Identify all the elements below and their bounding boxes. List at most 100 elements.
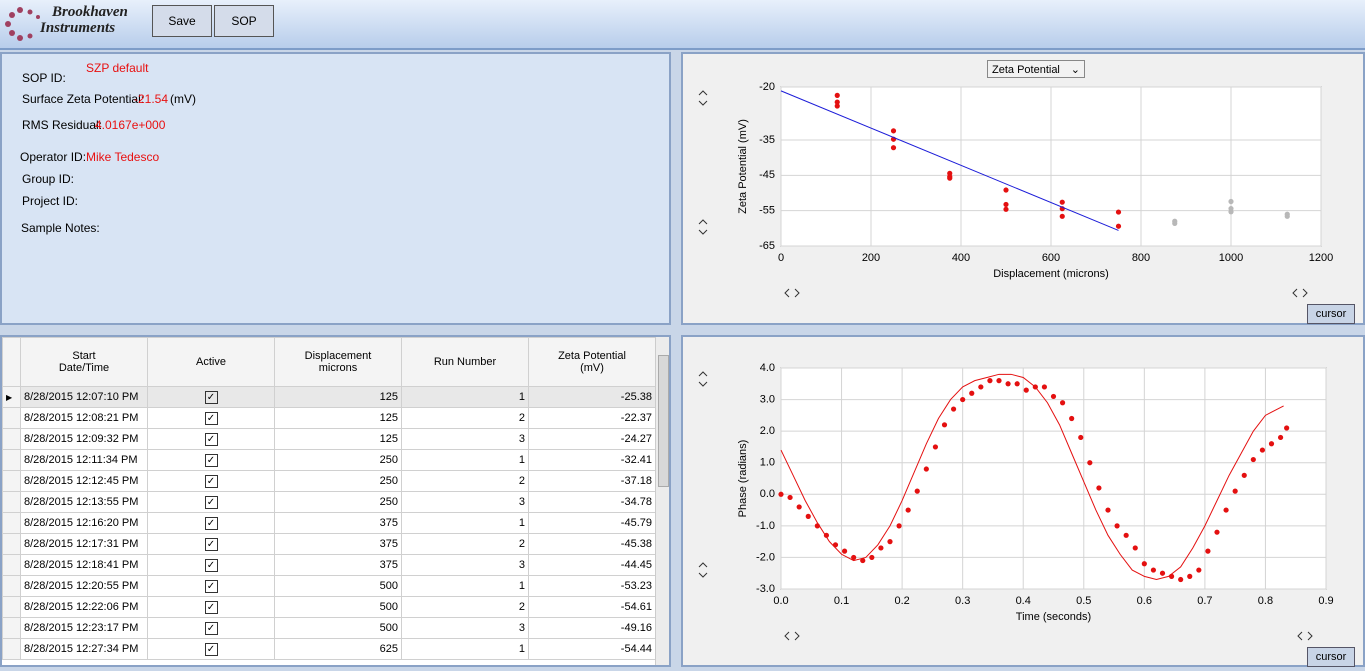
active-cell: ✓ bbox=[147, 386, 275, 408]
cursor-button[interactable]: cursor bbox=[1307, 304, 1355, 324]
x-tick-label: 0.4 bbox=[1016, 595, 1031, 607]
scroll-thumb[interactable] bbox=[658, 355, 669, 487]
pan-arrows[interactable] bbox=[784, 288, 800, 298]
checkbox[interactable]: ✓ bbox=[204, 642, 218, 656]
plot-selector[interactable]: Zeta Potential ⌄ bbox=[987, 60, 1085, 78]
x-tick-label: 0.8 bbox=[1258, 595, 1273, 607]
active-cell: ✓ bbox=[147, 617, 275, 639]
data-point bbox=[1223, 507, 1229, 513]
table-cell: -22.37 bbox=[528, 407, 656, 429]
table-row[interactable]: ▶ 8/28/2015 12:07:10 PM ✓ 125 1 -25.38 bbox=[2, 386, 656, 408]
table-cell: 8/28/2015 12:09:32 PM bbox=[20, 428, 148, 450]
data-point bbox=[1196, 567, 1202, 573]
table-cell: 1 bbox=[401, 386, 529, 408]
table-cell: 2 bbox=[401, 533, 529, 555]
data-point bbox=[1059, 199, 1065, 205]
active-cell: ✓ bbox=[147, 554, 275, 576]
x-tick-label: 0.3 bbox=[955, 595, 970, 607]
data-point bbox=[841, 548, 848, 554]
data-point bbox=[1150, 567, 1157, 573]
data-point bbox=[1232, 488, 1238, 494]
table-row[interactable]: 8/28/2015 12:08:21 PM ✓ 125 2 -22.37 bbox=[2, 407, 656, 429]
column-header: Active bbox=[147, 337, 275, 387]
table-row[interactable]: 8/28/2015 12:27:34 PM ✓ 625 1 -54.44 bbox=[2, 638, 656, 660]
scroll-arrows[interactable] bbox=[698, 562, 708, 578]
pan-arrows[interactable] bbox=[784, 631, 800, 641]
table-row[interactable]: 8/28/2015 12:09:32 PM ✓ 125 3 -24.27 bbox=[2, 428, 656, 450]
field-unit: (mV) bbox=[170, 92, 196, 106]
table-cell: -37.18 bbox=[528, 470, 656, 492]
table-row[interactable]: 8/28/2015 12:13:55 PM ✓ 250 3 -34.78 bbox=[2, 491, 656, 513]
active-cell: ✓ bbox=[147, 428, 275, 450]
data-point bbox=[869, 554, 875, 561]
data-point bbox=[1228, 198, 1234, 205]
header-row: Start Date/Time Active Displacement micron… bbox=[2, 337, 656, 387]
data-point bbox=[1268, 441, 1275, 447]
table-row[interactable]: 8/28/2015 12:12:45 PM ✓ 250 2 -37.18 bbox=[2, 470, 656, 492]
table-cell: 8/28/2015 12:07:10 PM bbox=[20, 386, 148, 408]
scroll-arrows[interactable] bbox=[698, 90, 708, 106]
table-row[interactable]: 8/28/2015 12:22:06 PM ✓ 500 2 -54.61 bbox=[2, 596, 656, 618]
table-row[interactable]: 8/28/2015 12:18:41 PM ✓ 375 3 -44.45 bbox=[2, 554, 656, 576]
checkbox[interactable]: ✓ bbox=[204, 432, 218, 446]
table-cell: 3 bbox=[401, 428, 529, 450]
data-point bbox=[996, 378, 1002, 384]
checkbox[interactable]: ✓ bbox=[204, 600, 218, 614]
table-cell: 3 bbox=[401, 617, 529, 639]
checkbox[interactable]: ✓ bbox=[204, 621, 218, 635]
x-axis-label: Displacement (microns) bbox=[993, 268, 1109, 280]
field-value: -21.54 bbox=[134, 92, 169, 106]
table-row[interactable]: 8/28/2015 12:17:31 PM ✓ 375 2 -45.38 bbox=[2, 533, 656, 555]
table-row[interactable]: 8/28/2015 12:16:20 PM ✓ 375 1 -45.79 bbox=[2, 512, 656, 534]
data-point bbox=[778, 491, 784, 497]
x-tick-label: 600 bbox=[1042, 252, 1060, 264]
data-point bbox=[1023, 387, 1029, 393]
y-axis-label: Zeta Potential (mV) bbox=[737, 119, 749, 214]
x-tick-label: 0.2 bbox=[894, 595, 909, 607]
data-point bbox=[905, 507, 911, 513]
pan-arrows[interactable] bbox=[1297, 631, 1313, 641]
data-point bbox=[1241, 472, 1247, 478]
table-cell: 8/28/2015 12:16:20 PM bbox=[20, 512, 148, 534]
field-label: SOP ID: bbox=[22, 71, 66, 85]
scroll-arrows[interactable] bbox=[698, 219, 708, 235]
checkbox[interactable]: ✓ bbox=[204, 558, 218, 572]
table-row[interactable]: 8/28/2015 12:20:55 PM ✓ 500 1 -53.23 bbox=[2, 575, 656, 597]
data-table: Start Date/Time Active Displacement micron… bbox=[2, 337, 656, 660]
scrollbar[interactable] bbox=[655, 337, 669, 665]
table-row[interactable]: 8/28/2015 12:11:34 PM ✓ 250 1 -32.41 bbox=[2, 449, 656, 471]
checkbox[interactable]: ✓ bbox=[204, 474, 218, 488]
field-label: RMS Residual: bbox=[22, 118, 103, 132]
cursor-button[interactable]: cursor bbox=[1307, 647, 1355, 667]
table-cell: 250 bbox=[274, 449, 402, 471]
table-cell: -45.38 bbox=[528, 533, 656, 555]
checkbox[interactable]: ✓ bbox=[204, 390, 218, 404]
checkbox[interactable]: ✓ bbox=[204, 453, 218, 467]
data-point bbox=[1050, 393, 1057, 400]
checkbox[interactable]: ✓ bbox=[204, 495, 218, 509]
table-cell: 125 bbox=[274, 386, 402, 408]
data-point bbox=[787, 494, 793, 501]
checkbox[interactable]: ✓ bbox=[204, 516, 218, 530]
table-cell: 2 bbox=[401, 407, 529, 429]
data-point bbox=[878, 545, 884, 551]
fit-line bbox=[780, 90, 1119, 231]
save-button[interactable]: Save bbox=[152, 5, 212, 37]
scroll-arrows[interactable] bbox=[698, 371, 708, 387]
table-cell: 500 bbox=[274, 617, 402, 639]
field-value: SZP default bbox=[86, 61, 149, 75]
table-row[interactable]: 8/28/2015 12:23:17 PM ✓ 500 3 -49.16 bbox=[2, 617, 656, 639]
pan-arrows[interactable] bbox=[1292, 288, 1308, 298]
x-axis-label: Time (seconds) bbox=[1016, 611, 1091, 623]
table-cell: 1 bbox=[401, 575, 529, 597]
checkbox[interactable]: ✓ bbox=[204, 579, 218, 593]
checkbox[interactable]: ✓ bbox=[204, 411, 218, 425]
data-point bbox=[834, 103, 840, 109]
active-cell: ✓ bbox=[147, 512, 275, 534]
x-tick-label: 1200 bbox=[1309, 252, 1333, 264]
y-tick-label: -55 bbox=[759, 205, 775, 217]
checkbox[interactable]: ✓ bbox=[204, 537, 218, 551]
data-point bbox=[834, 99, 840, 105]
data-point bbox=[1003, 201, 1009, 208]
sop-button[interactable]: SOP bbox=[214, 5, 274, 37]
